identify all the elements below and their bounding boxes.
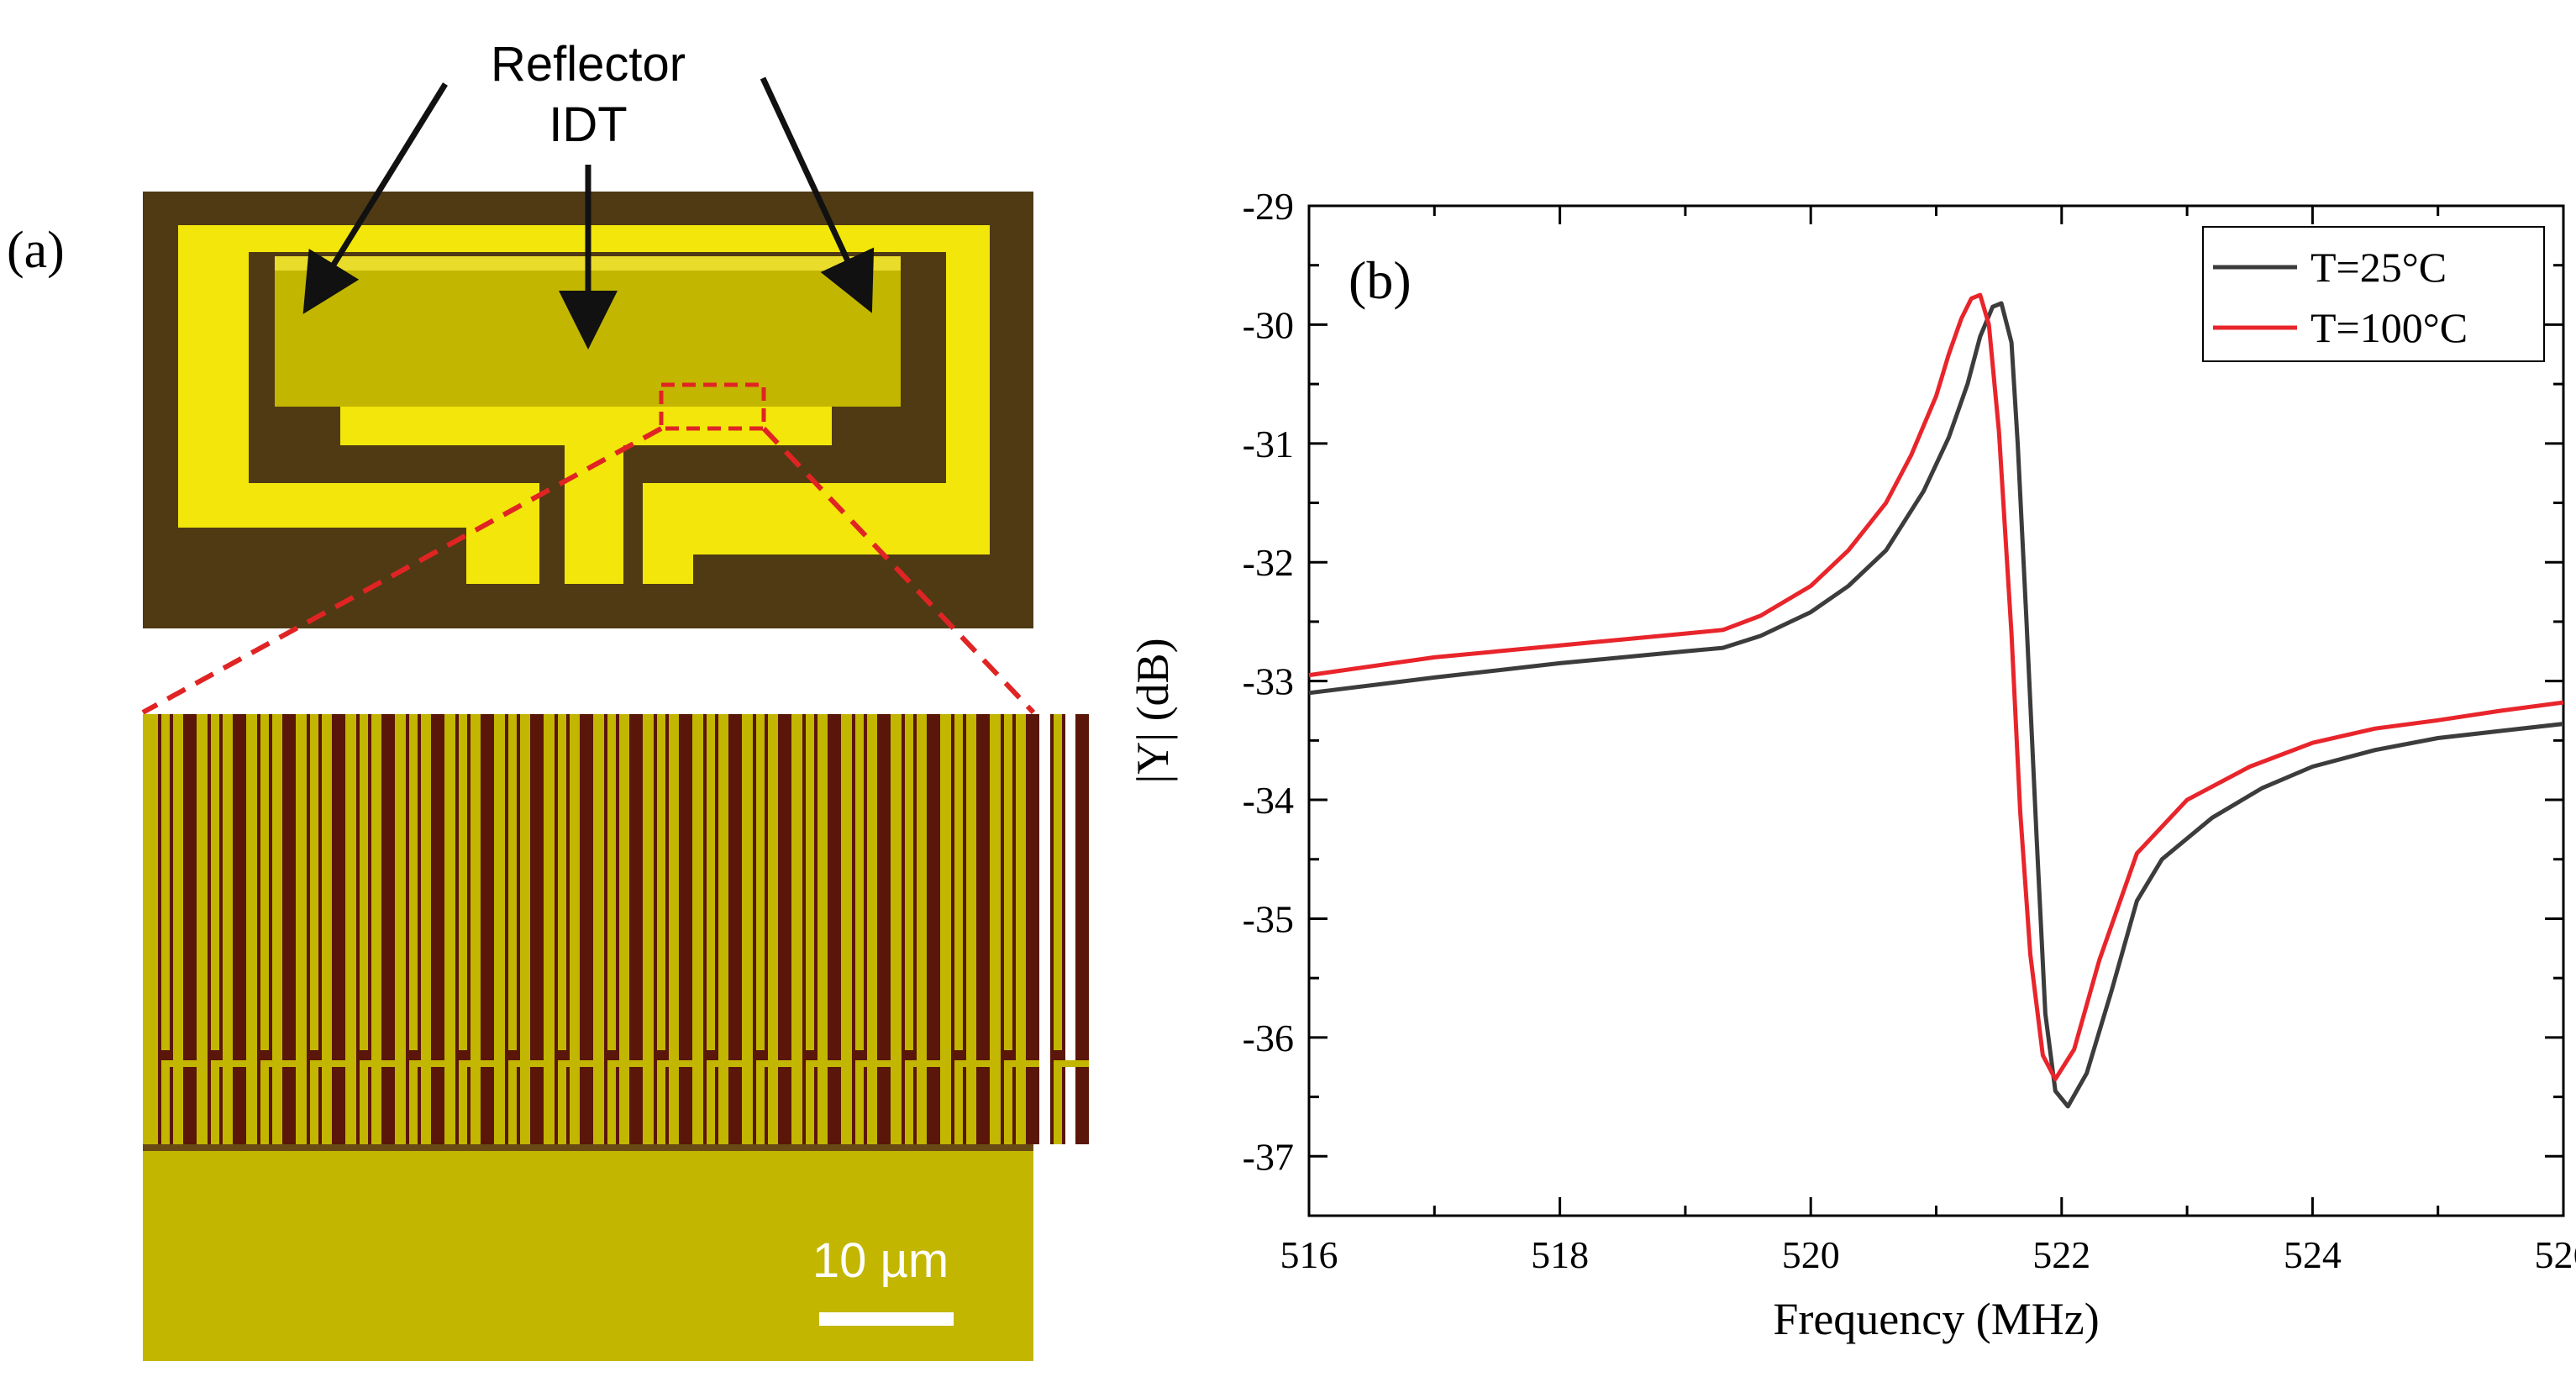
y-tick-label: -34 xyxy=(1243,779,1294,822)
y-tick-label: -36 xyxy=(1243,1017,1294,1059)
x-tick-label: 522 xyxy=(2032,1233,2090,1276)
finger-gap xyxy=(679,714,692,1144)
scale-bar xyxy=(819,1312,954,1326)
finger-gap xyxy=(332,714,345,1144)
y-tick-label: -31 xyxy=(1243,423,1294,465)
finger-gap xyxy=(183,714,197,1144)
legend-label: T=100°C xyxy=(2311,304,2468,351)
panel-b-admittance-chart: 516 518 520 522 524 526 -29 -30 -31 -32 -33 -34 -35 -… xyxy=(1092,0,2576,1394)
finger-gap xyxy=(580,714,593,1144)
finger-gap xyxy=(1075,714,1089,1144)
finger-gap xyxy=(530,714,544,1144)
y-tick-label: -35 xyxy=(1243,897,1294,940)
finger-gap xyxy=(778,714,791,1144)
panel-a-micrographs: (a) Reflector IDT xyxy=(0,0,1092,1394)
panel-a-label: (a) xyxy=(7,222,65,279)
series-line-t100c xyxy=(1309,295,2563,1079)
finger-gap xyxy=(381,714,395,1144)
legend-label: T=25°C xyxy=(2311,244,2447,291)
x-tick-label: 526 xyxy=(2535,1233,2576,1276)
zoomed-finger-micrograph: 10 µm xyxy=(143,714,1089,1361)
x-axis-label: Frequency (MHz) xyxy=(1773,1294,2099,1344)
x-tick-label: 524 xyxy=(2284,1233,2342,1276)
callout-idt: IDT xyxy=(549,97,627,152)
y-tick-label: -33 xyxy=(1243,660,1294,703)
scale-bar-label: 10 µm xyxy=(812,1233,949,1288)
finger-gap xyxy=(233,714,246,1144)
y-tick-label: -37 xyxy=(1243,1135,1294,1178)
lower-bus-pad xyxy=(340,403,832,445)
callout-reflector: Reflector xyxy=(491,37,686,92)
y-axis-label: |Y| (dB) xyxy=(1128,638,1178,783)
finger-gap xyxy=(828,714,841,1144)
finger-gap xyxy=(282,714,296,1144)
series-line-t25c xyxy=(1309,303,2563,1106)
y-tick-label: -30 xyxy=(1243,303,1294,346)
x-tick-label: 518 xyxy=(1531,1233,1589,1276)
finger-gap xyxy=(431,714,444,1144)
finger-gap xyxy=(976,714,990,1144)
x-tick-label: 520 xyxy=(1782,1233,1840,1276)
chart-svg: 516 518 520 522 524 526 -29 -30 -31 -32 -33 -34 -35 -… xyxy=(1092,0,2576,1394)
y-tick-label: -32 xyxy=(1243,541,1294,584)
panel-b-label: (b) xyxy=(1348,250,1412,310)
finger-gap xyxy=(1026,714,1039,1144)
finger-gap xyxy=(481,714,494,1144)
finger-gap xyxy=(877,714,891,1144)
finger-gap xyxy=(728,714,742,1144)
y-tick-label: -29 xyxy=(1243,185,1294,228)
finger-gap xyxy=(927,714,940,1144)
center-stem-electrode xyxy=(565,424,623,584)
panel-a-svg: (a) Reflector IDT xyxy=(0,0,1092,1394)
x-tick-label: 516 xyxy=(1280,1233,1338,1276)
finger-gap xyxy=(629,714,643,1144)
